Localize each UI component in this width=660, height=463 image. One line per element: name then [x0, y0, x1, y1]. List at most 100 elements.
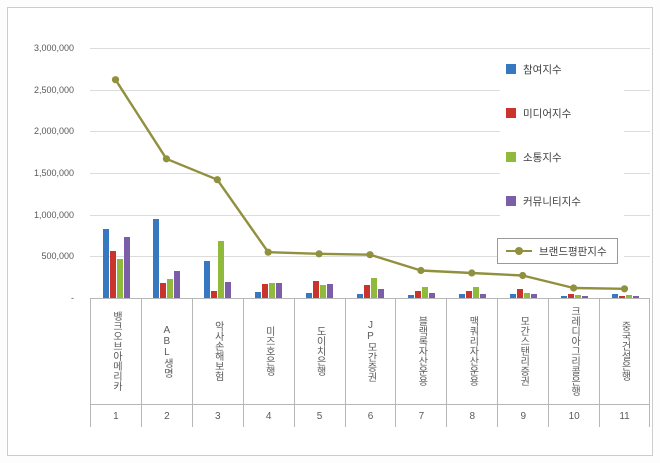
category-label-cell: 모간스탠리증권: [497, 298, 548, 404]
legend-line-marker-icon: [506, 246, 532, 256]
bar-소통지수: [320, 285, 327, 298]
chart-frame: - 500,000 1,000,000 1,500,000 2,000,000 2,500…: [7, 7, 653, 456]
legend-label: 커뮤니티지수: [523, 195, 581, 208]
bar-참여지수: [458, 293, 465, 298]
category-rank-cell: 3: [191, 405, 243, 427]
category-rank-cell: 10: [548, 405, 599, 427]
category-label-cell: 도이치은행: [293, 298, 345, 404]
y-tick-label: -: [71, 293, 74, 303]
category-label: ABL생명: [161, 324, 173, 378]
category-label-cell: 미즈호은행: [242, 298, 294, 404]
category-label: 악사손해보험: [212, 321, 224, 381]
bar-참여지수: [611, 293, 618, 298]
category-rank-cell: 1: [90, 405, 141, 427]
category-label: 맥쿼리자산운용: [466, 316, 478, 386]
bar-참여지수: [560, 295, 567, 298]
bar-소통지수: [574, 295, 581, 298]
bar-미디어지수: [313, 281, 320, 298]
line-marker-icon: [570, 284, 578, 292]
bar-참여지수: [204, 260, 211, 298]
legend-swatch-icon: [506, 108, 516, 118]
bar-소통지수: [421, 287, 428, 298]
category-label: 블랙록자산운용: [415, 316, 427, 386]
bar-미디어지수: [414, 290, 421, 298]
legend-label: 브랜드평판지수: [539, 245, 607, 258]
legend-entry-소통지수: 소통지수: [506, 150, 618, 164]
x-axis: 뱅크오브아메리카 ABL생명 악사손해보험 미즈호은행 도이치은행 JP모간증권 블랙록자산…: [90, 298, 650, 427]
bar-커뮤니티지수: [378, 289, 384, 298]
bar-소통지수: [472, 287, 479, 298]
brand-index-line: [111, 76, 629, 293]
category-label-cell: 악사손해보험: [191, 298, 243, 404]
category-label: 미즈호은행: [263, 326, 275, 376]
bar-커뮤니티지수: [581, 295, 588, 298]
category-rank: 10: [568, 410, 580, 422]
legend-entry-미디어지수: 미디어지수: [506, 106, 618, 120]
line-marker-icon: [162, 155, 170, 163]
category-rank: 8: [469, 410, 476, 422]
gridline: [90, 89, 650, 91]
bar-참여지수: [102, 228, 109, 298]
bar-소통지수: [523, 293, 530, 298]
category-rank: 6: [367, 410, 374, 422]
bar-커뮤니티지수: [225, 282, 232, 298]
legend-swatch-icon: [506, 64, 516, 74]
gridline: [90, 214, 650, 216]
category-label-cell: ABL생명: [140, 298, 192, 404]
category-rank: 11: [619, 410, 630, 422]
category-rank-cell: 9: [497, 405, 548, 427]
plot-area: [90, 48, 650, 299]
category-rank: 4: [265, 410, 272, 422]
line-marker-icon: [417, 266, 425, 275]
category-label: 중국건설은행: [619, 321, 631, 381]
y-tick-label: 1,500,000: [33, 168, 74, 178]
category-rank: 1: [113, 410, 119, 422]
bar-미디어지수: [516, 289, 523, 298]
legend-label: 미디어지수: [523, 107, 572, 120]
category-label-cell: 맥쿼리자산운용: [446, 298, 497, 404]
bar-소통지수: [116, 258, 123, 298]
category-rank: 2: [164, 410, 170, 422]
bar-소통지수: [371, 278, 377, 298]
bar-미디어지수: [211, 290, 218, 298]
bar-커뮤니티지수: [276, 283, 283, 298]
y-tick-label: 2,000,000: [33, 126, 74, 137]
bar-커뮤니티지수: [428, 293, 435, 298]
gridline: [90, 173, 650, 174]
bar-미디어지수: [567, 293, 574, 298]
category-rank-cell: 6: [344, 405, 396, 427]
bar-커뮤니티지수: [530, 293, 537, 298]
line-marker-icon: [264, 248, 272, 256]
y-tick-label: 2,500,000: [33, 84, 74, 95]
category-rank-cell: 4: [242, 405, 294, 427]
legend-swatch-icon: [506, 196, 516, 206]
bar-커뮤니티지수: [174, 271, 181, 298]
legend-swatch-icon: [506, 152, 516, 162]
line-marker-icon: [111, 76, 120, 84]
y-axis: - 500,000 1,000,000 1,500,000 2,000,000 2,500…: [8, 43, 82, 303]
bar-참여지수: [407, 294, 414, 298]
line-marker-icon: [213, 176, 221, 184]
category-rank-cell: 5: [293, 405, 345, 427]
bar-참여지수: [357, 293, 363, 298]
category-label-cell: 중국건설은행: [599, 298, 650, 404]
x-axis-ranks: 1 2 3 4 5 6 7 8 9 10 11: [90, 404, 650, 427]
bar-참여지수: [306, 293, 313, 298]
category-label: 뱅크오브아메리카: [110, 311, 122, 391]
bar-소통지수: [269, 283, 276, 298]
line-marker-icon: [620, 285, 629, 293]
legend: 참여지수 미디어지수 소통지수 커뮤니티지수 브랜드평판지수: [497, 58, 624, 268]
category-label: JP모간증권: [364, 320, 376, 382]
y-tick-label: 500,000: [41, 251, 74, 262]
category-rank-cell: 7: [395, 405, 446, 427]
legend-entry-브랜드평판지수: 브랜드평판지수: [497, 238, 618, 264]
bar-미디어지수: [465, 290, 472, 298]
category-rank: 3: [214, 410, 221, 422]
gridline: [90, 131, 650, 133]
category-label-cell: 블랙록자산운용: [395, 298, 446, 404]
y-tick-label: 1,000,000: [33, 209, 74, 220]
bar-커뮤니티지수: [632, 295, 639, 298]
line-marker-icon: [366, 251, 374, 259]
bar-미디어지수: [160, 283, 167, 298]
bar-커뮤니티지수: [479, 293, 486, 298]
